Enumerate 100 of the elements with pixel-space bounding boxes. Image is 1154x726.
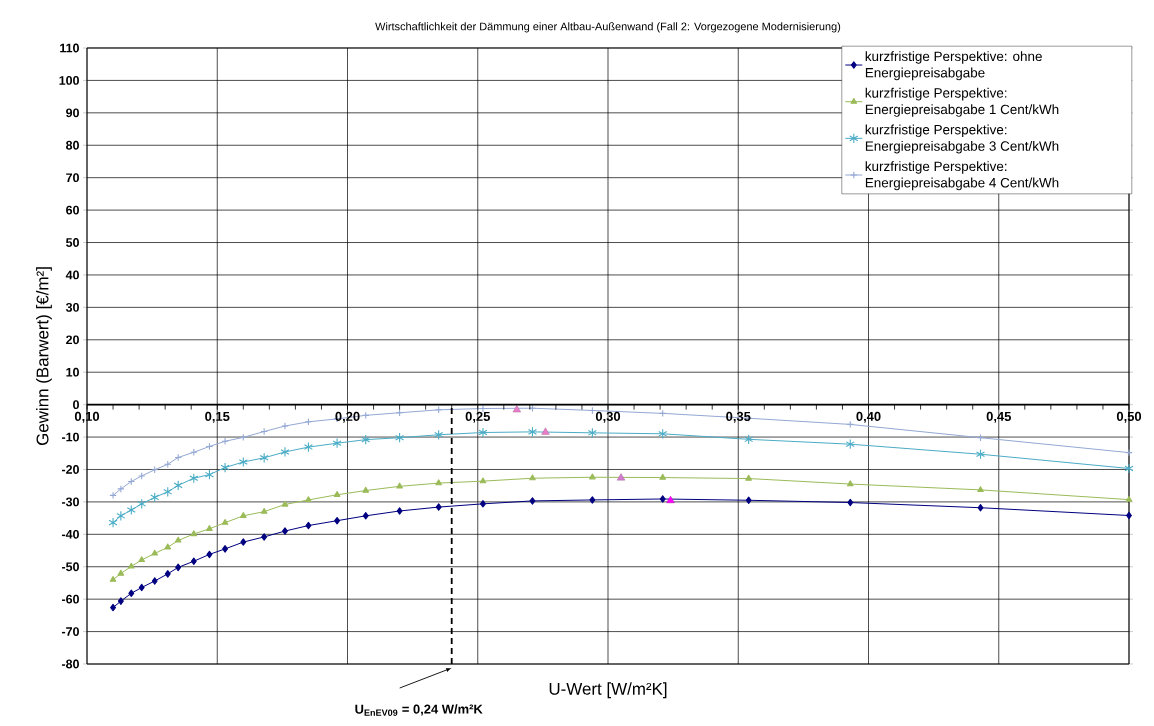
chart-title: Wirtschaftlichkeit der Dämmung einer Altbau-Außenwand (Fall 2: Vorgezogene Modernisierung) (375, 22, 841, 33)
point (108, 517, 118, 528)
point (659, 473, 667, 480)
point (745, 496, 752, 505)
point (137, 472, 146, 480)
x-tick-label: 0,20 (335, 411, 360, 423)
point (151, 577, 158, 585)
x-tick-label: 0,35 (726, 411, 751, 423)
point (395, 432, 405, 443)
point (745, 474, 752, 481)
point (281, 422, 289, 430)
point (589, 473, 596, 480)
y-tick-label: -80 (61, 659, 79, 669)
point (117, 485, 125, 493)
x-tick-label: 0,15 (205, 411, 230, 423)
x-tick-label: 0,30 (595, 411, 621, 423)
point (109, 491, 117, 500)
point (175, 563, 182, 572)
point (977, 503, 984, 512)
point (587, 427, 597, 438)
point (173, 480, 183, 491)
y-tick-label: 110 (60, 43, 79, 53)
point (239, 512, 247, 518)
point (744, 434, 754, 445)
point (976, 433, 985, 442)
legend-label: kurzfristige Perspektive: Energiepreisabgabe 4 Cent/kWh (865, 161, 1059, 191)
legend-label: kurzfristige Perspektive: Energiepreisabgabe 3 Cent/kWh (865, 124, 1059, 154)
point (259, 452, 269, 463)
point (109, 575, 117, 582)
point (396, 507, 403, 515)
y-tick-label: 20 (66, 335, 79, 345)
point (434, 429, 444, 440)
point (435, 479, 442, 486)
point (333, 491, 341, 497)
x-tick-label: 0,45 (986, 411, 1011, 423)
point (220, 462, 230, 473)
y-tick-label: -60 (61, 594, 79, 604)
point (163, 486, 173, 497)
point (1124, 463, 1134, 474)
y-tick-label: 90 (66, 108, 79, 118)
point (529, 474, 536, 481)
point (512, 405, 521, 413)
point (137, 498, 147, 509)
y-tick-label: -70 (61, 627, 79, 636)
point (977, 486, 984, 493)
point (362, 512, 369, 520)
point (221, 437, 229, 446)
point (362, 486, 370, 493)
y-tick-label: 60 (66, 205, 79, 215)
point (260, 507, 268, 514)
point (846, 480, 854, 487)
point (1125, 448, 1133, 457)
point (261, 533, 268, 541)
point (847, 498, 854, 507)
point (334, 516, 341, 525)
point (138, 556, 146, 563)
point (280, 446, 290, 458)
point (150, 492, 160, 503)
point (541, 427, 550, 435)
point (260, 427, 268, 436)
x-tick-label: 0,25 (465, 411, 490, 423)
x-axis-title: U-Wert [W/m²K] (549, 682, 667, 699)
point (206, 525, 213, 531)
point (164, 570, 171, 578)
y-tick-label: -20 (61, 465, 79, 474)
point (128, 589, 135, 598)
point (305, 496, 312, 503)
ref-line-label: U$_{EnEV09}$ = 0,24 W/m²K (355, 704, 483, 716)
point (529, 497, 536, 505)
y-tick-label: -10 (61, 432, 79, 442)
point (222, 545, 229, 553)
point (361, 434, 371, 445)
point (126, 504, 136, 516)
point (478, 427, 488, 438)
y-tick-label: 100 (59, 76, 79, 85)
legend-label: kurzfristige Perspektive: ohne Energiepreisabgabe (865, 51, 1042, 81)
point (127, 562, 135, 569)
y-tick-label: 10 (66, 367, 79, 377)
point (282, 527, 288, 535)
point (435, 503, 442, 511)
y-tick-label: -40 (61, 529, 79, 539)
y-tick-label: 0 (73, 400, 79, 410)
point (845, 439, 855, 450)
point (205, 442, 214, 451)
point (480, 500, 486, 508)
y-tick-label: 70 (66, 173, 79, 183)
point (240, 538, 247, 546)
point (239, 433, 248, 442)
point (616, 473, 626, 481)
point (190, 557, 197, 565)
point (151, 549, 159, 556)
point (396, 482, 403, 489)
point (305, 521, 312, 530)
point (658, 428, 668, 439)
point (479, 477, 487, 484)
point (190, 530, 198, 537)
y-tick-label: 80 (66, 140, 79, 150)
point (666, 495, 675, 504)
point (116, 510, 126, 521)
point (303, 441, 313, 453)
